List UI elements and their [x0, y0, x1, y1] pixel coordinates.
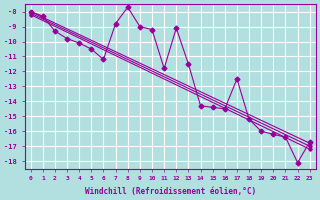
- X-axis label: Windchill (Refroidissement éolien,°C): Windchill (Refroidissement éolien,°C): [84, 187, 256, 196]
